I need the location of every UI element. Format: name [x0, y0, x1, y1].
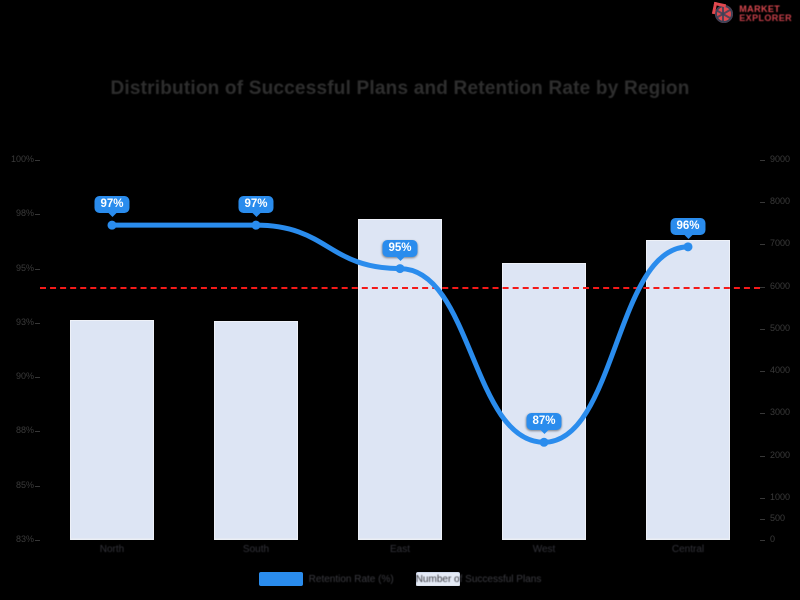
retention-line-path — [109, 222, 691, 445]
left-axis-tick — [35, 431, 40, 433]
line-markers — [107, 220, 693, 447]
line-marker — [251, 220, 261, 230]
left-axis-tick — [35, 377, 40, 379]
left-axis-tick — [35, 322, 40, 324]
bar — [502, 263, 586, 540]
right-axis-tick-label: 2000 — [770, 449, 791, 460]
right-axis-tick — [760, 413, 765, 415]
legend-label: Number of Successful Plans — [415, 573, 542, 585]
left-axis-tick-label: 90% — [15, 371, 34, 382]
brand-logo: MARKET EXPLORER — [712, 1, 792, 25]
bar — [646, 240, 730, 540]
right-axis-tick-label: 6000 — [770, 280, 791, 291]
line-marker — [107, 220, 117, 230]
left-axis-tick-label: 83% — [15, 534, 34, 544]
threshold-line — [40, 286, 760, 289]
left-axis-tick-label: 88% — [15, 425, 34, 436]
right-axis-tick — [760, 518, 765, 520]
line-marker — [683, 242, 693, 252]
data-label: 97% — [94, 196, 130, 218]
right-axis-tick-label: 4000 — [770, 365, 791, 376]
right-axis-tick-label: 9000 — [770, 154, 791, 164]
left-axis-tick — [35, 485, 40, 487]
legend-label: Retention Rate (%) — [308, 573, 394, 585]
left-axis-tick — [35, 268, 40, 270]
x-axis-label: Central — [671, 544, 705, 555]
data-label: 87% — [526, 413, 562, 435]
legend-swatch — [415, 572, 460, 586]
x-axis-label: West — [532, 544, 556, 555]
left-axis-tick-label: 95% — [15, 262, 34, 273]
right-axis-tick-label: 1000 — [770, 491, 791, 502]
right-axis-tick — [760, 286, 765, 288]
line-series — [107, 220, 693, 447]
brand-line-2: EXPLORER — [739, 13, 792, 23]
line-marker — [395, 264, 405, 274]
target-circle-icon — [712, 1, 735, 25]
right-axis-tick — [760, 328, 765, 330]
data-label: 97% — [238, 196, 274, 218]
bar — [70, 320, 154, 540]
left-axis-tick — [35, 540, 40, 541]
left-axis-tick-label: 98% — [15, 208, 34, 219]
left-axis-tick — [35, 214, 40, 216]
right-axis-tick-label: 0 — [770, 534, 776, 544]
data-label: 96% — [670, 217, 706, 239]
chart-legend: Retention Rate (%) Number of Successful P… — [0, 572, 800, 586]
chart-title: Distribution of Successful Plans and Ret… — [110, 78, 690, 99]
right-axis-tick — [760, 244, 765, 246]
line-marker — [539, 437, 549, 447]
right-axis-tick — [760, 160, 765, 161]
right-axis-tick — [760, 540, 765, 541]
x-axis-label: South — [242, 544, 270, 555]
right-axis-tick — [760, 371, 765, 373]
bar — [214, 321, 298, 540]
right-axis-tick — [760, 497, 765, 499]
data-label: 95% — [382, 239, 418, 261]
right-axis-tick-label: 7000 — [770, 238, 791, 249]
brand-line-1: MARKET — [739, 3, 781, 14]
legend-item[interactable]: Retention Rate (%) — [258, 572, 394, 586]
x-axis-label: East — [389, 544, 411, 555]
right-axis-tick — [760, 455, 765, 457]
legend-swatch — [258, 572, 303, 586]
brand-wordmark: MARKET EXPLORER — [739, 3, 792, 23]
right-axis-tick-label: 500 — [770, 512, 786, 523]
plot-area: 100% 98% 95% 93% 90% 88% 85% 83% 9000 8000 7000 60… — [11, 154, 790, 555]
right-axis-tick-label: 8000 — [770, 196, 791, 207]
left-axis-tick-label: 85% — [15, 479, 34, 490]
right-axis-tick-label: 5000 — [770, 322, 791, 333]
left-axis-tick-label: 100% — [10, 154, 34, 164]
right-axis-tick — [760, 202, 765, 204]
left-axis-tick — [35, 160, 40, 161]
right-axis-tick-label: 3000 — [770, 407, 791, 418]
x-axis-label: North — [99, 544, 125, 555]
left-axis-tick-label: 93% — [15, 316, 34, 327]
legend-item[interactable]: Number of Successful Plans — [415, 572, 542, 586]
